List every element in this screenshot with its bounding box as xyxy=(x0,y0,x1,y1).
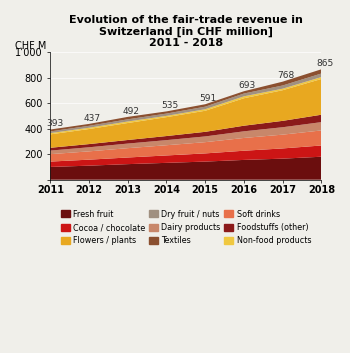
Text: 768: 768 xyxy=(277,71,294,80)
Text: 492: 492 xyxy=(122,107,139,116)
Text: 393: 393 xyxy=(46,119,64,128)
Text: 535: 535 xyxy=(161,101,178,110)
Text: 591: 591 xyxy=(200,94,217,103)
Text: 437: 437 xyxy=(84,114,101,122)
Text: CHF M: CHF M xyxy=(15,41,47,51)
Legend: Fresh fruit, Cocoa / chocolate, Flowers / plants, Dry fruit / nuts, Dairy produc: Fresh fruit, Cocoa / chocolate, Flowers … xyxy=(59,208,313,247)
Text: 693: 693 xyxy=(238,81,256,90)
Title: Evolution of the fair-trade revenue in
Switzerland [in CHF million]
2011 - 2018: Evolution of the fair-trade revenue in S… xyxy=(69,15,303,48)
Text: 865: 865 xyxy=(316,59,333,68)
